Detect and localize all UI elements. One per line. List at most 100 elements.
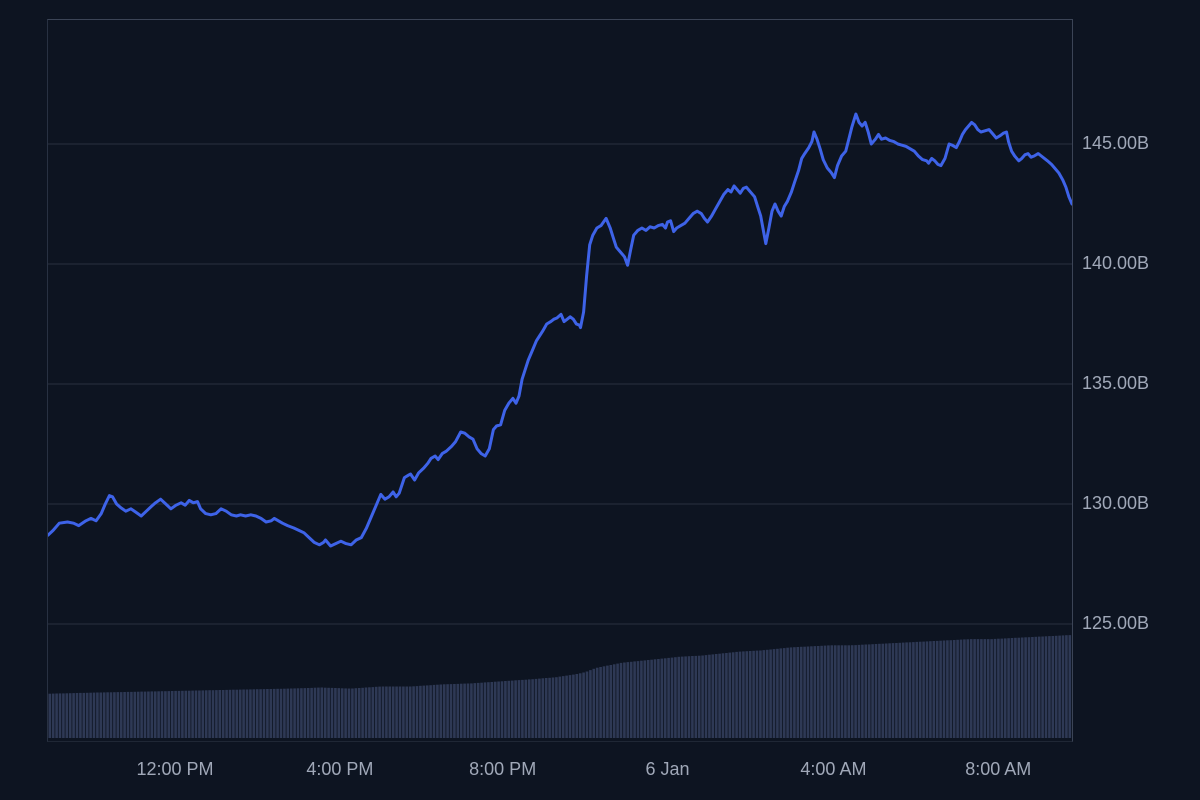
volume-bar bbox=[813, 646, 817, 738]
volume-bar bbox=[864, 644, 868, 738]
volume-bar bbox=[238, 689, 242, 738]
volume-bar bbox=[527, 679, 531, 738]
volume-bar bbox=[704, 655, 708, 738]
volume-bar bbox=[538, 678, 541, 738]
volume-bar bbox=[1027, 637, 1031, 738]
volume-bar bbox=[708, 654, 711, 738]
volume-bar bbox=[164, 691, 167, 738]
volume-bar bbox=[878, 643, 881, 738]
volume-bar bbox=[337, 688, 341, 738]
volume-bar bbox=[653, 659, 657, 738]
volume-bar bbox=[918, 641, 922, 738]
volume-bar bbox=[762, 650, 766, 738]
volume-bar bbox=[381, 686, 385, 738]
volume-bar bbox=[510, 680, 514, 738]
volume-bar bbox=[215, 690, 218, 738]
volume-bar bbox=[946, 640, 949, 738]
volume-bar bbox=[1041, 636, 1044, 738]
volume-bar bbox=[323, 687, 327, 738]
volume-bar bbox=[629, 661, 633, 738]
volume-bar bbox=[198, 690, 201, 738]
volume-bar bbox=[361, 687, 364, 738]
volume-bar bbox=[850, 645, 854, 738]
volume-bar bbox=[895, 643, 898, 738]
volume-bar bbox=[470, 683, 473, 738]
volume-bar bbox=[844, 645, 847, 738]
volume-bar bbox=[932, 641, 936, 738]
volume-bar bbox=[344, 688, 347, 738]
volume-bar bbox=[871, 644, 874, 738]
volume-bar bbox=[82, 692, 86, 738]
volume-bar bbox=[650, 659, 653, 738]
volume-bar bbox=[1068, 635, 1072, 738]
volume-bar bbox=[738, 651, 742, 738]
volume-bar bbox=[922, 641, 925, 738]
plot-area[interactable] bbox=[47, 19, 1073, 742]
volume-bar bbox=[623, 662, 626, 738]
volume-bar bbox=[442, 684, 446, 738]
volume-bar bbox=[592, 668, 596, 738]
volume-bar bbox=[901, 642, 905, 738]
volume-bar bbox=[72, 693, 75, 738]
volume-bar bbox=[334, 688, 337, 738]
price-chart[interactable] bbox=[48, 20, 1072, 741]
volume-bar bbox=[942, 640, 946, 738]
volume-bar bbox=[330, 687, 334, 738]
y-axis-label: 130.00B bbox=[1082, 493, 1150, 513]
volume-bar bbox=[221, 690, 225, 738]
volume-bar bbox=[691, 656, 694, 738]
volume-bar bbox=[861, 644, 864, 738]
volume-bar bbox=[89, 692, 92, 738]
volume-bar bbox=[497, 681, 500, 738]
volume-bar bbox=[106, 692, 109, 738]
volume-bar bbox=[935, 640, 939, 738]
volume-bar bbox=[585, 671, 589, 738]
volume-bar bbox=[731, 652, 735, 738]
volume-bar bbox=[313, 687, 317, 738]
volume-bar bbox=[884, 643, 888, 738]
volume-bar bbox=[194, 690, 198, 738]
volume-bar bbox=[490, 682, 494, 738]
volume-bar bbox=[252, 689, 256, 738]
volume-bar bbox=[92, 692, 96, 738]
volume-bar bbox=[854, 645, 857, 738]
volume-bar bbox=[507, 680, 511, 738]
volume-bar bbox=[1061, 635, 1065, 738]
volume-bar bbox=[439, 684, 443, 738]
volume-bar bbox=[113, 692, 116, 738]
volume-bar bbox=[823, 645, 827, 738]
volume-bar bbox=[286, 688, 290, 738]
volume-bar bbox=[408, 686, 412, 738]
volume-bar bbox=[218, 690, 222, 738]
volume-bar bbox=[793, 647, 796, 738]
volume-bar bbox=[453, 684, 456, 738]
volume-bar bbox=[480, 682, 483, 738]
volume-bar bbox=[62, 693, 65, 738]
volume-bar bbox=[721, 653, 725, 738]
volume-bar bbox=[551, 677, 555, 738]
volume-bar bbox=[405, 686, 409, 738]
volume-bar bbox=[789, 647, 793, 738]
volume-bar bbox=[153, 691, 157, 738]
volume-bar bbox=[806, 646, 810, 738]
volume-bar bbox=[728, 652, 732, 738]
volume-bar bbox=[385, 686, 388, 738]
volume-bar bbox=[912, 642, 915, 738]
volume-bar bbox=[466, 683, 470, 738]
volume-bar bbox=[123, 692, 126, 738]
volume-bar bbox=[1031, 637, 1034, 738]
volume-bar bbox=[830, 645, 834, 738]
volume-bar bbox=[701, 655, 704, 738]
volume-bar bbox=[544, 678, 548, 738]
x-axis-label: 4:00 PM bbox=[306, 759, 374, 779]
volume-bar bbox=[847, 645, 851, 738]
volume-bar bbox=[888, 643, 891, 738]
volume-bar bbox=[473, 683, 477, 738]
volume-bar bbox=[561, 676, 565, 738]
volume-bar bbox=[147, 691, 150, 738]
volume-bar bbox=[436, 684, 439, 738]
volume-bar bbox=[735, 651, 738, 738]
volume-bar bbox=[939, 640, 942, 738]
volume-bar bbox=[765, 649, 769, 738]
volume-bar bbox=[949, 640, 953, 738]
